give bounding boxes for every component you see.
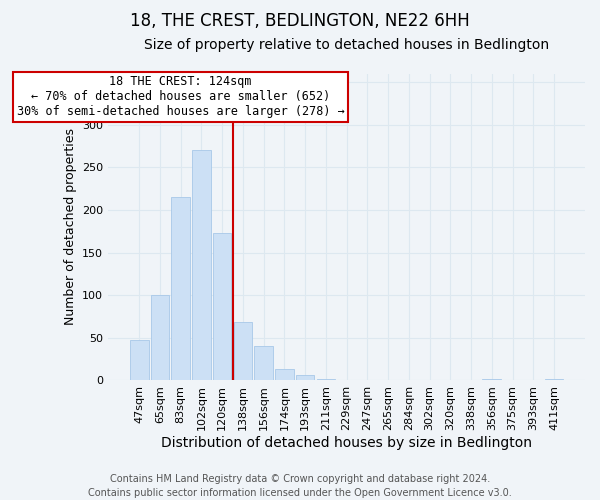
Bar — [254, 346, 273, 380]
Text: 18, THE CREST, BEDLINGTON, NE22 6HH: 18, THE CREST, BEDLINGTON, NE22 6HH — [130, 12, 470, 30]
Text: Contains HM Land Registry data © Crown copyright and database right 2024.
Contai: Contains HM Land Registry data © Crown c… — [88, 474, 512, 498]
Bar — [482, 379, 501, 380]
Bar — [233, 322, 252, 380]
Bar — [275, 368, 294, 380]
Title: Size of property relative to detached houses in Bedlington: Size of property relative to detached ho… — [144, 38, 549, 52]
Bar — [172, 197, 190, 380]
Bar — [317, 379, 335, 380]
Y-axis label: Number of detached properties: Number of detached properties — [64, 128, 77, 326]
Bar — [130, 340, 149, 380]
Bar — [151, 295, 169, 380]
Text: 18 THE CREST: 124sqm
← 70% of detached houses are smaller (652)
30% of semi-deta: 18 THE CREST: 124sqm ← 70% of detached h… — [17, 76, 344, 118]
X-axis label: Distribution of detached houses by size in Bedlington: Distribution of detached houses by size … — [161, 436, 532, 450]
Bar — [213, 233, 232, 380]
Bar — [545, 379, 563, 380]
Bar — [192, 150, 211, 380]
Bar — [296, 376, 314, 380]
